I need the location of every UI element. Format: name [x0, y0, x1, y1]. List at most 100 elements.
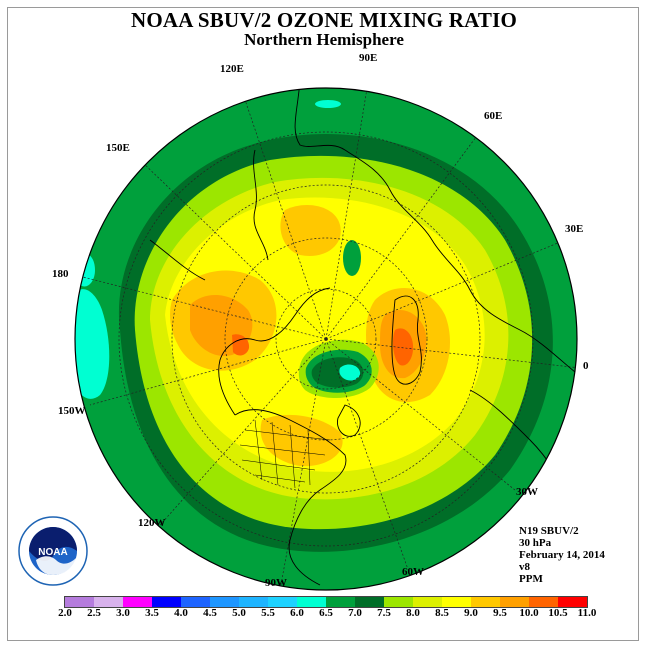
- legend-colorbar: [64, 596, 588, 608]
- meridian-30w: [325, 338, 516, 491]
- legend-swatch: [471, 597, 500, 607]
- legend-tick-label: 3.0: [116, 607, 130, 619]
- state-lines-horizontal: [239, 429, 331, 483]
- field-cyan-top: [315, 100, 341, 108]
- legend-swatch: [181, 597, 210, 607]
- lon-label-0: 0: [583, 360, 589, 372]
- meridian-60w: [325, 338, 411, 576]
- field-blob-north: [343, 240, 361, 276]
- legend-tick-label: 8.0: [406, 607, 420, 619]
- field-red-west: [232, 334, 250, 356]
- legend-swatch: [297, 597, 326, 607]
- map-boundary: [74, 87, 578, 591]
- lon-label-60w: 60W: [402, 566, 424, 578]
- meridian-0: [325, 338, 577, 369]
- legend-swatch: [239, 597, 268, 607]
- graticule: [75, 88, 577, 590]
- state-borders: [239, 419, 331, 489]
- field-cyan-west: [75, 289, 110, 399]
- info-units: PPM: [519, 573, 543, 585]
- meridian-90w: [279, 338, 327, 590]
- page-frame: [7, 7, 639, 641]
- lon-label-150w: 150W: [58, 405, 86, 417]
- lon-label-90e: 90E: [359, 52, 378, 64]
- info-date: February 14, 2014: [519, 549, 605, 561]
- legend-tick-label: 5.0: [232, 607, 246, 619]
- legend-ticks: 2.0 2.5 3.0 3.5 4.0 4.5 5.0 5.5 6.0 6.5 7.0 7.5 8.0 8…: [0, 607, 648, 623]
- lon-label-30w: 30W: [516, 486, 538, 498]
- info-satellite: N19 SBUV/2: [519, 525, 579, 537]
- noaa-logo-icon: NOAA: [18, 516, 88, 586]
- info-level: 30 hPa: [519, 537, 552, 549]
- legend-swatch: [355, 597, 384, 607]
- legend-tick-label: 2.0: [58, 607, 72, 619]
- legend-tick-label: 6.0: [290, 607, 304, 619]
- legend-tick-label: 3.5: [145, 607, 159, 619]
- legend-swatch: [210, 597, 239, 607]
- legend-tick-label: 5.5: [261, 607, 275, 619]
- legend-swatch: [442, 597, 471, 607]
- legend-tick-label: 6.5: [319, 607, 333, 619]
- ozone-field: [75, 88, 577, 590]
- coast-greenland: [337, 404, 361, 437]
- legend-tick-label: 8.5: [435, 607, 449, 619]
- coast-north-america-east: [234, 409, 347, 586]
- latitude-circle-80: [275, 288, 377, 390]
- legend-tick-label: 9.0: [464, 607, 478, 619]
- legend-swatch: [558, 597, 587, 607]
- latitude-circle-70: [224, 237, 428, 441]
- legend-swatch: [326, 597, 355, 607]
- map-subtitle: Northern Hemisphere: [244, 30, 404, 49]
- lon-label-120w: 120W: [138, 517, 166, 529]
- meridian-90e: [325, 88, 371, 340]
- coastlines: [149, 88, 576, 586]
- coast-north-america-north: [218, 287, 331, 416]
- legend-swatch: [152, 597, 181, 607]
- meridian-60e: [325, 124, 486, 340]
- legend-tick-label: 7.0: [348, 607, 362, 619]
- legend-tick-label: 7.5: [377, 607, 391, 619]
- logo-text: NOAA: [38, 547, 67, 558]
- coast-eurasia-north: [294, 88, 576, 373]
- legend-swatch: [500, 597, 529, 607]
- legend-tick-label: 10.0: [519, 607, 539, 619]
- meridian-30e: [325, 239, 566, 340]
- legend-swatch: [384, 597, 413, 607]
- coast-east-siberia: [253, 149, 269, 261]
- latitude-circle-60: [171, 184, 481, 494]
- field-orange-north: [280, 205, 341, 256]
- map-title: NOAA SBUV/2 OZONE MIXING RATIO: [131, 8, 517, 32]
- legend-tick-label: 4.0: [174, 607, 188, 619]
- legend-swatch: [65, 597, 94, 607]
- legend-tick-label: 2.5: [87, 607, 101, 619]
- latitude-circle-50: [118, 131, 534, 547]
- legend-swatch: [268, 597, 297, 607]
- meridian-120e: [239, 88, 327, 340]
- lon-label-120e: 120E: [220, 63, 244, 75]
- meridian-120w: [159, 338, 327, 526]
- meridian-180: [75, 274, 327, 340]
- lon-label-60e: 60E: [484, 110, 503, 122]
- state-lines-vertical: [254, 419, 311, 489]
- field-orange-south: [260, 414, 343, 467]
- coast-aleutians: [149, 239, 206, 281]
- field-red-east: [392, 328, 414, 366]
- legend-swatch: [529, 597, 558, 607]
- legend-tick-label: 9.5: [493, 607, 507, 619]
- meridian-150e: [139, 159, 327, 340]
- lon-label-30e: 30E: [565, 223, 584, 235]
- legend-swatch: [94, 597, 123, 607]
- lon-label-150e: 150E: [106, 142, 130, 154]
- legend-swatch: [413, 597, 442, 607]
- field-vortex-core: [339, 364, 361, 381]
- meridian-150w: [89, 338, 327, 406]
- lon-label-90w: 90W: [265, 577, 287, 589]
- info-version: v8: [519, 561, 530, 573]
- legend-tick-label: 11.0: [577, 607, 597, 619]
- legend-tick-label: 10.5: [548, 607, 568, 619]
- info-block: N19 SBUV/2 30 hPa February 14, 2014 v8 P…: [519, 525, 605, 585]
- legend-swatch: [123, 597, 152, 607]
- lon-label-180: 180: [52, 268, 69, 280]
- legend-tick-label: 4.5: [203, 607, 217, 619]
